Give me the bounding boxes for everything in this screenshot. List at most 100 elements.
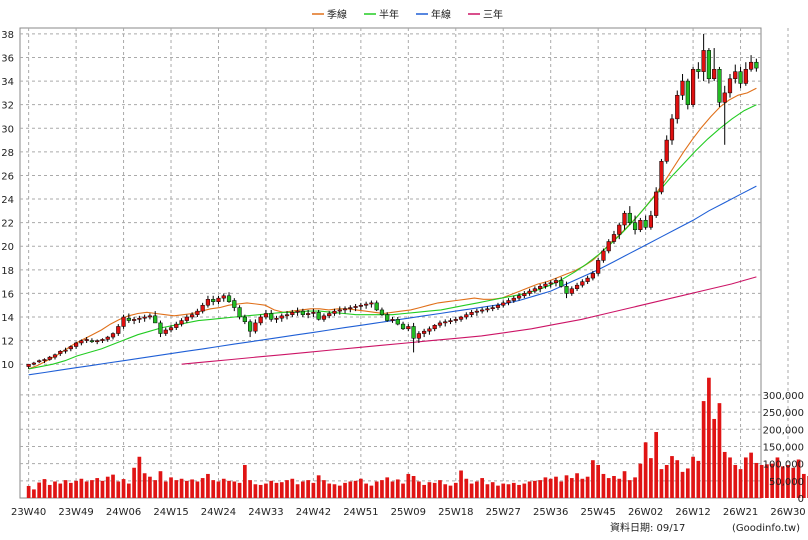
candle bbox=[47, 355, 52, 361]
candle-body bbox=[511, 297, 516, 301]
candle-body bbox=[485, 308, 490, 311]
volume-bar bbox=[90, 480, 94, 498]
candle-body bbox=[89, 340, 95, 343]
price-tick-label: 18 bbox=[1, 266, 14, 277]
candle-body bbox=[237, 307, 242, 318]
candle-body bbox=[205, 299, 211, 306]
volume-tick-label: 150,000 bbox=[763, 442, 804, 453]
volume-bar bbox=[100, 480, 105, 498]
candle bbox=[332, 308, 337, 316]
candle-body bbox=[279, 315, 284, 319]
volume-bar bbox=[79, 478, 84, 498]
candle-body bbox=[743, 69, 748, 84]
candle-body bbox=[522, 293, 527, 297]
volume-bar bbox=[585, 476, 590, 498]
candle bbox=[495, 302, 501, 310]
candle bbox=[89, 338, 95, 343]
price-tick-label: 10 bbox=[1, 360, 14, 371]
candle-body bbox=[31, 362, 37, 365]
candle bbox=[453, 317, 458, 323]
candle bbox=[100, 338, 105, 343]
volume-bar bbox=[675, 460, 680, 498]
candle bbox=[601, 248, 606, 263]
volume-bar bbox=[559, 481, 564, 498]
candle-body bbox=[195, 310, 200, 315]
candlestick-series bbox=[26, 33, 759, 369]
candle bbox=[63, 347, 68, 354]
volume-bar bbox=[696, 460, 701, 498]
candle-body bbox=[153, 315, 158, 324]
candle bbox=[390, 317, 395, 323]
volume-bar bbox=[622, 471, 627, 498]
candle bbox=[385, 312, 390, 322]
price-tick-label: 32 bbox=[1, 101, 14, 112]
candle-body bbox=[158, 322, 163, 334]
candle bbox=[184, 314, 189, 323]
candle-body bbox=[453, 319, 458, 321]
candle bbox=[132, 317, 137, 325]
volume-bar bbox=[643, 442, 648, 498]
candle-body bbox=[369, 302, 374, 305]
volume-bar bbox=[359, 478, 363, 498]
volume-bar bbox=[564, 475, 569, 498]
candle-body bbox=[353, 306, 358, 308]
candle bbox=[669, 114, 675, 145]
volume-bar bbox=[480, 478, 484, 498]
source-label: (Goodinfo.tw) bbox=[732, 523, 800, 534]
candle bbox=[648, 210, 653, 230]
candle bbox=[632, 215, 638, 235]
volume-bar bbox=[32, 489, 36, 498]
candle-body bbox=[163, 329, 168, 334]
volume-bar bbox=[743, 457, 748, 498]
candle bbox=[142, 314, 147, 322]
candle-body bbox=[685, 80, 690, 105]
volume-bar bbox=[47, 484, 52, 498]
volume-bar bbox=[332, 484, 337, 498]
candle bbox=[569, 286, 574, 296]
volume-bar bbox=[533, 480, 537, 498]
candle bbox=[543, 281, 548, 289]
volume-bar bbox=[148, 476, 152, 498]
candle-body bbox=[532, 288, 537, 292]
candle-body bbox=[348, 307, 353, 310]
ma-line-三年 bbox=[181, 276, 757, 365]
volume-bar bbox=[485, 484, 490, 498]
volume-bar bbox=[717, 403, 722, 498]
candle bbox=[137, 315, 142, 323]
candle-body bbox=[406, 326, 411, 330]
candle bbox=[701, 33, 706, 82]
price-tick-label: 20 bbox=[1, 242, 14, 253]
candle bbox=[738, 66, 743, 89]
volume-bar bbox=[380, 480, 384, 498]
volume-bar bbox=[443, 484, 448, 498]
candle-body bbox=[126, 317, 131, 321]
candle bbox=[690, 66, 696, 108]
candle bbox=[163, 327, 168, 336]
candle bbox=[506, 298, 511, 306]
candle bbox=[590, 271, 595, 281]
volume-bar bbox=[364, 483, 368, 498]
volume-bar bbox=[728, 457, 732, 498]
price-axis: 10 12 14 16 18 20 22 24 26 28 30 32 34 36 38 bbox=[1, 30, 14, 371]
volume-bar bbox=[422, 484, 426, 498]
candle bbox=[321, 313, 327, 322]
candle-body bbox=[411, 326, 416, 339]
week-tick-label: 25W27 bbox=[486, 507, 521, 518]
price-tick-label: 16 bbox=[1, 289, 14, 300]
candle-body bbox=[474, 310, 479, 313]
price-tick-label: 30 bbox=[1, 124, 14, 135]
candle bbox=[95, 339, 100, 345]
candle-body bbox=[137, 317, 142, 320]
candle-body bbox=[395, 319, 400, 325]
plot-frame bbox=[19, 27, 762, 499]
volume-bar bbox=[327, 483, 332, 498]
candle bbox=[516, 293, 522, 301]
volume-bar bbox=[791, 467, 796, 498]
volume-bar bbox=[506, 484, 511, 498]
candle bbox=[216, 295, 221, 305]
candle bbox=[248, 319, 253, 338]
candle-body bbox=[110, 333, 116, 338]
volume-bar bbox=[606, 478, 611, 498]
candle bbox=[174, 321, 179, 330]
volume-bar bbox=[301, 481, 305, 498]
